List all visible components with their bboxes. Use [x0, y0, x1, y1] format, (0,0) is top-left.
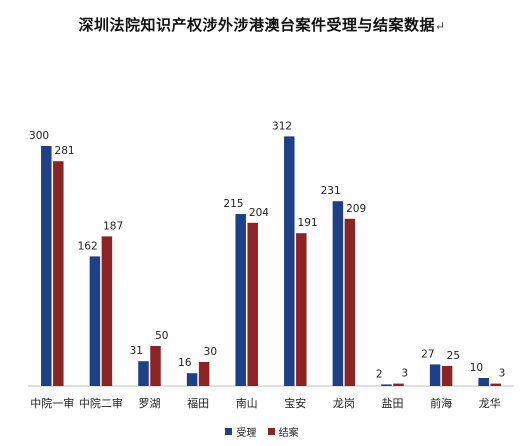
data-label-accepted-0: 300 — [29, 130, 49, 142]
x-tick-labels: 中院一审 中院二审 罗湖 福田 南山 宝安 龙岗 盐田 前海 龙华 — [30, 396, 500, 410]
bar-closed-5 — [296, 233, 307, 386]
x-tick-label-4: 南山 — [236, 397, 258, 410]
x-tick-label-5: 宝安 — [284, 396, 306, 410]
data-label-accepted-4: 215 — [223, 198, 243, 210]
data-label-closed-6: 209 — [346, 203, 366, 215]
bar-closed-6 — [344, 218, 356, 386]
legend: 受理 结案 — [0, 424, 524, 439]
legend-item-accepted: 受理 — [225, 424, 256, 439]
bar-accepted-1 — [89, 256, 101, 386]
x-tick-label-7: 盐田 — [382, 397, 404, 410]
data-label-accepted-3: 16 — [178, 357, 192, 369]
legend-label-closed: 结案 — [278, 428, 299, 439]
bar-accepted-0 — [41, 146, 52, 386]
chart-title: 深圳法院知识产权涉外涉港澳台案件受理与结案数据↵ — [0, 14, 524, 35]
x-tick-label-1: 中院二审 — [79, 396, 123, 410]
bars-layer — [41, 136, 501, 386]
data-label-accepted-9: 10 — [470, 362, 483, 374]
chart-title-text: 深圳法院知识产权涉外涉港澳台案件受理与结案数据 — [78, 16, 435, 34]
x-tick-label-2: 罗湖 — [139, 397, 161, 410]
bar-closed-7 — [393, 383, 404, 386]
bar-accepted-8 — [429, 364, 441, 386]
bar-accepted-3 — [186, 373, 198, 386]
x-tick-label-8: 前海 — [430, 396, 452, 410]
data-label-closed-3: 30 — [204, 346, 217, 358]
data-label-closed-2: 50 — [155, 330, 168, 342]
data-label-accepted-5: 312 — [272, 120, 292, 132]
legend-label-accepted: 受理 — [236, 428, 257, 439]
labels-layer: 300 281 162 187 31 50 16 30 215 204 312 191 231 209 2 3… — [29, 120, 505, 380]
x-tick-label-3: 福田 — [187, 396, 209, 410]
data-label-closed-4: 204 — [249, 207, 269, 219]
bar-closed-3 — [198, 362, 210, 386]
x-tick-label-9: 龙华 — [479, 396, 501, 410]
data-label-accepted-7: 2 — [376, 368, 383, 380]
bar-closed-1 — [101, 236, 113, 386]
bar-closed-2 — [150, 346, 161, 386]
bar-accepted-6 — [332, 201, 344, 386]
paragraph-mark: ↵ — [434, 19, 446, 33]
data-label-accepted-6: 231 — [321, 185, 341, 197]
bar-closed-9 — [490, 383, 501, 386]
data-label-closed-1: 187 — [103, 220, 123, 232]
data-label-accepted-1: 162 — [78, 240, 98, 252]
data-label-closed-0: 281 — [55, 145, 75, 157]
bar-closed-0 — [53, 161, 64, 386]
data-label-closed-8: 25 — [447, 350, 460, 362]
data-label-accepted-2: 31 — [130, 345, 143, 357]
data-label-closed-9: 3 — [499, 368, 506, 380]
legend-item-closed: 结案 — [267, 424, 299, 439]
legend-swatch-closed — [267, 428, 275, 435]
data-label-closed-5: 191 — [298, 217, 318, 229]
x-tick-label-0: 中院一审 — [30, 396, 74, 410]
data-label-closed-7: 3 — [401, 368, 408, 380]
data-label-accepted-8: 27 — [421, 348, 434, 360]
bar-closed-8 — [441, 366, 453, 386]
x-tick-label-6: 龙岗 — [333, 397, 355, 410]
bar-closed-4 — [247, 222, 258, 386]
bar-accepted-2 — [138, 361, 149, 386]
bar-accepted-4 — [235, 214, 246, 386]
bar-accepted-7 — [381, 384, 392, 386]
bar-accepted-9 — [478, 378, 489, 386]
legend-swatch-accepted — [225, 428, 233, 435]
bar-accepted-5 — [284, 136, 295, 386]
